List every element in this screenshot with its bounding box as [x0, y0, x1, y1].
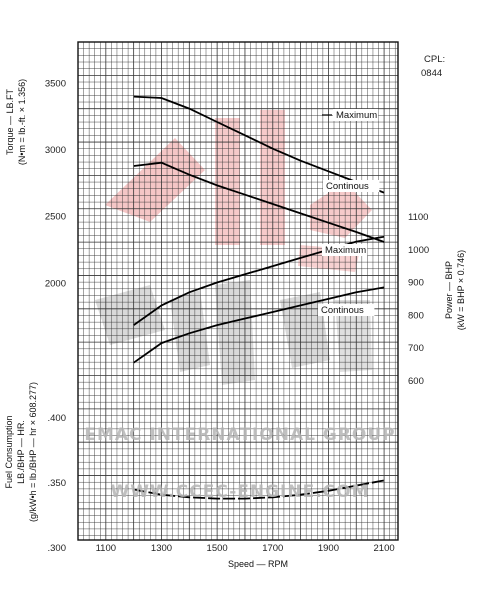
- chart-labels: 3500 3000 2500 2000 1100 1000 900 800 700 600 .400…: [4, 54, 466, 569]
- y-tick-torque: 2500: [45, 212, 66, 223]
- torque-axis-label: Torque — LB.FT: [5, 88, 15, 155]
- annotation-bg: [318, 304, 375, 316]
- annotation-bg: [323, 180, 380, 192]
- y-tick-power: 1000: [408, 245, 429, 256]
- y-tick-fuel: .350: [48, 478, 67, 489]
- x-axis-label: Speed — RPM: [228, 559, 288, 569]
- series-line-1-1: [133, 286, 385, 364]
- y-tick-power: 800: [408, 310, 424, 321]
- y-tick-torque: 3500: [45, 78, 66, 89]
- fuel-axis-label: Fuel Consumption: [4, 415, 14, 488]
- x-tick: 1700: [262, 543, 283, 554]
- y-tick-power: 1100: [408, 212, 428, 223]
- annotation-bg: [322, 244, 368, 256]
- chart-frame: [77, 41, 399, 541]
- y-tick-torque: 3000: [45, 145, 66, 156]
- torque-axis-conversion: (N•m = lb.-ft. × 1.356): [17, 79, 27, 165]
- series-line-2-0: [133, 479, 385, 500]
- cpl-label: CPL:: [424, 54, 445, 65]
- x-tick: 1100: [96, 543, 116, 554]
- curve-annotation-2: Maximum: [325, 245, 366, 256]
- fuel-axis-conversion: (g/kW•h = lb./BHP — hr × 608.277): [28, 382, 38, 522]
- power-axis-label: Power — BHP: [444, 261, 454, 319]
- curve-annotation-3: Continous: [321, 305, 364, 316]
- y-tick-power: 900: [408, 278, 424, 289]
- y-tick-fuel: .300: [48, 543, 67, 554]
- curve-annotation-0: Maximum: [336, 110, 377, 121]
- x-tick: 1900: [318, 543, 339, 554]
- x-tick: 2100: [374, 543, 395, 554]
- x-tick: 1500: [207, 543, 228, 554]
- y-tick-power: 700: [408, 343, 424, 354]
- series-line-0-0: [133, 95, 385, 194]
- x-tick: 1300: [151, 543, 172, 554]
- power-axis-conversion: (kW = BHP × 0.746): [456, 250, 466, 330]
- curve-annotation-1: Continous: [326, 181, 369, 192]
- watermark-company: EMAC INTERNATIONAL GROUP: [84, 425, 395, 445]
- y-tick-torque: 2000: [45, 278, 66, 289]
- cpl-value: 0844: [421, 68, 442, 79]
- series-line-0-1: [133, 161, 385, 243]
- y-tick-fuel: .400: [48, 413, 67, 424]
- annotation-bg: [333, 109, 379, 121]
- fuel-axis-unit: LB./BHP — HR.: [16, 420, 26, 484]
- watermark-text: EMAC INTERNATIONAL GROUP WWW.CCEC-ENGINE.…: [84, 425, 395, 502]
- y-tick-power: 600: [408, 376, 424, 387]
- watermark-website: WWW.CCEC-ENGINE.COM: [110, 482, 369, 502]
